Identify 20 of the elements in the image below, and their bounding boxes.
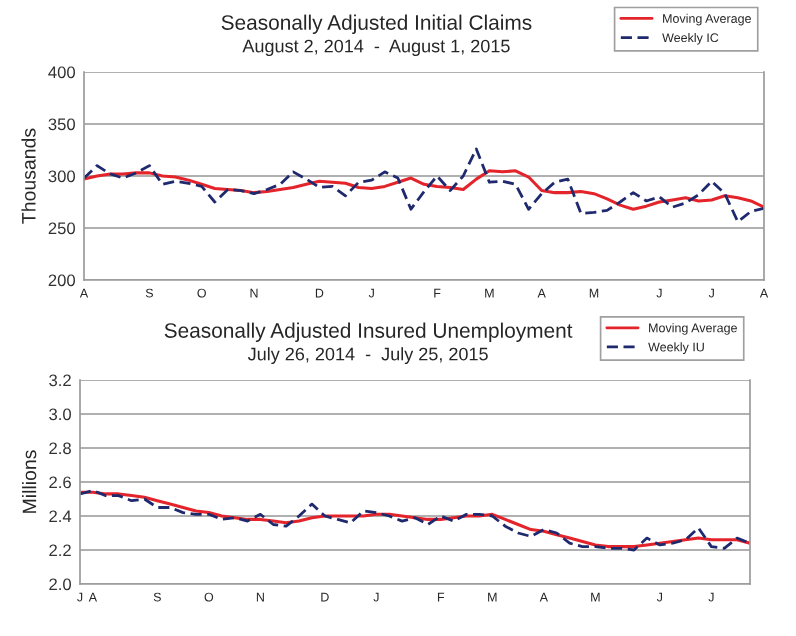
chart-title: Seasonally Adjusted Insured Unemployment bbox=[164, 322, 573, 342]
chart-subtitle: July 26, 2014 - July 25, 2015 bbox=[247, 347, 488, 364]
y-tick-label: 2.2 bbox=[49, 544, 71, 557]
line-series bbox=[84, 147, 764, 224]
y-tick-label: 3.0 bbox=[49, 408, 72, 421]
y-tick-label: 400 bbox=[48, 66, 76, 79]
y-tick-label: 200 bbox=[48, 274, 76, 287]
y-axis-title: Thousands bbox=[21, 128, 36, 224]
y-tick-label: 3.2 bbox=[49, 374, 71, 387]
y-tick-label: 2.4 bbox=[49, 510, 72, 523]
y-tick-label: 250 bbox=[48, 222, 76, 235]
y-tick-label: 2.0 bbox=[49, 578, 72, 591]
y-tick-label: 2.6 bbox=[49, 476, 71, 489]
y-tick-label: 300 bbox=[48, 170, 76, 183]
line-series bbox=[84, 169, 764, 211]
y-tick-label: 350 bbox=[48, 118, 76, 131]
y-axis-title: Millions bbox=[22, 450, 37, 513]
y-tick-label: 2.8 bbox=[49, 442, 71, 455]
chart-subtitle: August 2, 2014 - August 1, 2015 bbox=[242, 39, 510, 56]
chart-title: Seasonally Adjusted Initial Claims bbox=[221, 14, 532, 34]
